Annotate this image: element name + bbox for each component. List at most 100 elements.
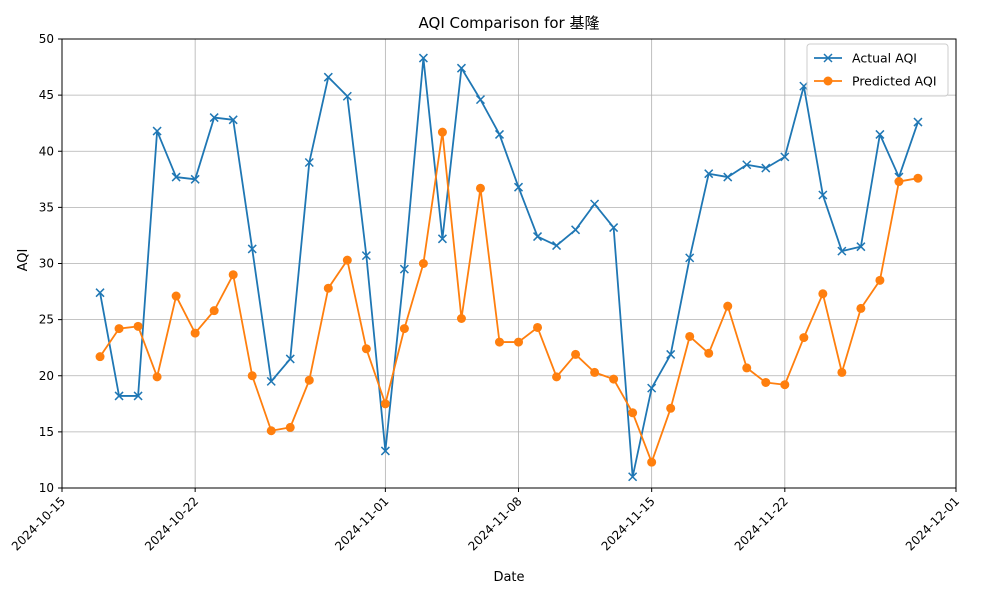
x-marker-stroke: [685, 253, 695, 263]
predicted-aqi-point: [323, 283, 333, 293]
x-marker-stroke: [456, 63, 466, 73]
predicted-aqi-point: [875, 275, 885, 285]
legend-entry-predicted-aqi: Predicted AQI: [814, 74, 937, 89]
x-marker-stroke: [913, 117, 923, 127]
predicted-aqi-point: [666, 403, 676, 413]
predicted-aqi-point: [799, 333, 809, 343]
legend-label: Predicted AQI: [852, 74, 937, 89]
legend-marker: [823, 76, 833, 86]
actual-aqi-point: [475, 95, 485, 105]
x-tick-label: 2024-11-15: [599, 494, 658, 553]
legend: Actual AQI Predicted AQI: [806, 43, 949, 97]
actual-aqi-point: [685, 253, 695, 263]
predicted-aqi-point: [894, 177, 904, 187]
x-marker-stroke: [152, 126, 162, 136]
x-marker-stroke: [380, 446, 390, 456]
actual-aqi-point: [418, 53, 428, 63]
actual-aqi-point: [742, 160, 752, 170]
predicted-aqi-point: [837, 367, 847, 377]
actual-aqi-point: [133, 391, 143, 401]
x-tick-label: 2024-11-08: [465, 494, 524, 553]
y-tick-label: 50: [39, 32, 54, 46]
predicted-aqi-point: [494, 337, 504, 347]
x-marker-stroke: [247, 244, 257, 254]
predicted-aqi-point: [856, 303, 866, 313]
x-marker-stroke: [875, 129, 885, 139]
actual-aqi-point: [704, 169, 714, 179]
x-marker-stroke: [780, 152, 790, 162]
actual-aqi-point: [609, 223, 619, 233]
x-marker-stroke: [361, 251, 371, 261]
x-marker-stroke: [228, 115, 238, 125]
x-axis: 2024-10-15 2024-10-22 2024-11-01 2024-11-08…: [9, 488, 962, 553]
predicted-aqi-point: [571, 349, 581, 359]
actual-aqi-point: [913, 117, 923, 127]
predicted-aqi-point: [742, 363, 752, 373]
predicted-aqi-point: [685, 331, 695, 341]
predicted-aqi-point: [437, 127, 447, 137]
legend-label: Actual AQI: [852, 51, 917, 66]
x-marker-stroke: [95, 288, 105, 298]
x-tick-label: 2024-10-22: [142, 494, 201, 553]
x-marker-stroke: [266, 376, 276, 386]
predicted-aqi-line: [99, 131, 919, 464]
actual-aqi-point: [456, 63, 466, 73]
actual-aqi-point: [209, 113, 219, 123]
actual-aqi-point: [323, 72, 333, 82]
actual-aqi-point: [552, 241, 562, 251]
predicted-aqi-point: [209, 306, 219, 316]
predicted-aqi-point: [266, 426, 276, 436]
predicted-aqi-point: [456, 314, 466, 324]
y-tick-label: 30: [39, 257, 54, 271]
actual-aqi-point: [494, 129, 505, 139]
y-tick-label: 15: [39, 425, 54, 439]
x-marker-stroke: [609, 223, 619, 233]
predicted-aqi-point: [704, 348, 714, 358]
x-marker-stroke: [533, 232, 543, 242]
x-axis-label: Date: [493, 570, 524, 585]
predicted-aqi-point: [304, 375, 314, 385]
actual-aqi-point: [875, 129, 885, 139]
x-marker-stroke: [171, 172, 181, 182]
actual-aqi-point: [761, 163, 771, 173]
actual-aqi-point: [837, 246, 847, 256]
x-marker-stroke: [818, 190, 828, 200]
legend-marker: [823, 53, 833, 63]
x-marker-stroke: [133, 391, 143, 401]
predicted-aqi-point: [723, 301, 733, 311]
actual-aqi-point: [571, 225, 581, 235]
predicted-aqi-point: [228, 270, 238, 280]
actual-aqi-point: [666, 349, 676, 359]
y-axis: 10 15 20 25 30 35 40 45 50: [39, 32, 62, 495]
x-marker-stroke: [837, 246, 847, 256]
predicted-aqi-point: [95, 352, 105, 362]
x-tick-label: 2024-11-22: [732, 494, 791, 553]
predicted-aqi-point: [609, 374, 619, 384]
actual-aqi-point: [856, 242, 866, 252]
plot-frame: [61, 38, 957, 489]
actual-aqi-point: [114, 391, 124, 401]
legend-box: [806, 43, 949, 97]
actual-aqi-point: [590, 199, 600, 209]
predicted-aqi-point: [133, 321, 143, 331]
y-tick-label: 20: [39, 369, 54, 383]
predicted-aqi-point: [647, 457, 657, 467]
y-tick-label: 10: [39, 481, 54, 495]
actual-aqi-point: [285, 354, 295, 364]
predicted-aqi-point: [418, 259, 428, 268]
actual-aqi-point: [190, 174, 200, 184]
predicted-aqi-point: [285, 422, 295, 432]
x-marker-stroke: [399, 264, 409, 274]
y-tick-label: 45: [39, 88, 54, 102]
actual-aqi-point: [723, 172, 733, 182]
y-tick-label: 40: [39, 144, 54, 158]
grid-lines: [61, 38, 957, 489]
predicted-aqi-point: [475, 183, 485, 193]
actual-aqi-point: [380, 446, 390, 456]
y-tick-label: 25: [39, 313, 54, 327]
predicted-aqi-point: [628, 408, 638, 418]
actual-aqi-point: [799, 81, 809, 91]
actual-aqi-series: [95, 53, 923, 482]
x-marker-stroke: [647, 383, 657, 393]
predicted-aqi-point: [190, 328, 200, 338]
